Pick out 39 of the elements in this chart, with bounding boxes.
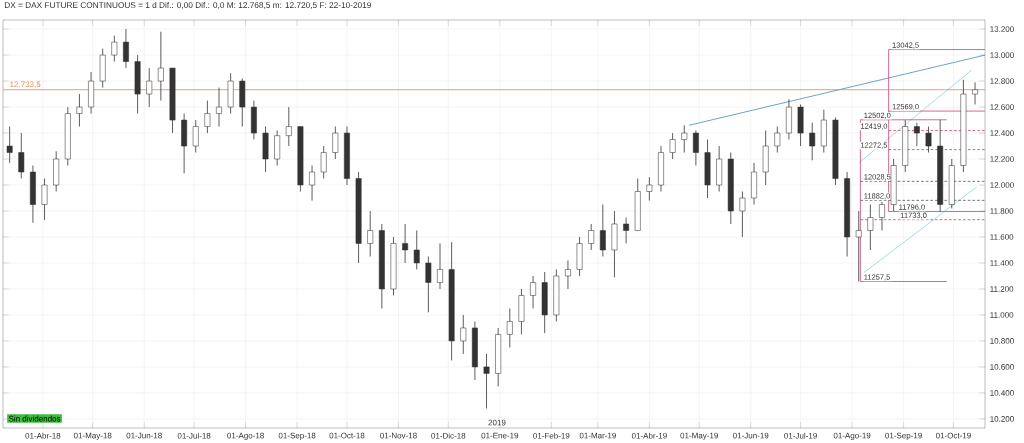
x-tick-label: 01-Ago-19 (833, 432, 871, 440)
x-tick-label: 01-Sep-19 (885, 432, 922, 440)
y-tick-label: 12.400 (990, 130, 1014, 136)
y-tick-label: 10.800 (990, 338, 1014, 344)
x-tick-label: 01-Jul-18 (177, 432, 211, 439)
y-tick-label: 11.400 (990, 260, 1014, 266)
y-tick-label: 12.000 (990, 182, 1014, 188)
x-tick-label: 01-Jun-19 (733, 432, 769, 439)
x-tick-label: 01-Ene-19 (481, 432, 519, 439)
x-tick-label: 01-Dic-18 (431, 432, 466, 439)
y-tick-label: 11.800 (990, 208, 1014, 214)
x-tick-label: 01-Abr-18 (25, 432, 61, 439)
x-tick-label: 01-Nov-18 (380, 432, 417, 439)
y-tick-label: 12.600 (990, 104, 1014, 110)
x-tick-label: 01-Ago-18 (227, 432, 264, 440)
x-tick-label: 01-Oct-18 (329, 432, 365, 439)
y-tick-label: 11.000 (990, 312, 1014, 318)
x-tick-label: 01-Oct-19 (935, 432, 971, 439)
x-tick-label: 01-May-18 (73, 432, 112, 440)
x-tick-label: 01-Mar-19 (579, 432, 616, 439)
x-tick-label: 01-Jun-18 (126, 432, 162, 439)
x-tick-label: 01-Jul-19 (784, 432, 817, 439)
ref-line-label: 12.733,5 (10, 81, 41, 89)
x-tick-label: 01-Sep-18 (278, 432, 316, 440)
annotation: 2019 (488, 419, 506, 426)
x-tick-label: 01-Abr-19 (631, 432, 667, 439)
y-tick-label: 13.200 (990, 26, 1014, 32)
x-tick-label: 01-Feb-19 (533, 432, 570, 439)
annotation: Sin dividendos (8, 415, 61, 422)
y-tick-label: 10.400 (990, 390, 1014, 396)
y-tick-label: 10.200 (990, 416, 1014, 422)
y-tick-label: 11.200 (990, 286, 1014, 292)
y-tick-label: 11.600 (990, 234, 1014, 240)
y-tick-label: 13.000 (990, 52, 1014, 58)
chart-title: DX = DAX FUTURE CONTINUOUS = 1 d Dif.: 0,00 Dif.: 0,0 M: 12.768,5 m: 12.720,5 F: 22-10-2019 (4, 1, 371, 9)
y-tick-label: 12.200 (990, 156, 1014, 162)
y-tick-label: 10.600 (990, 364, 1014, 370)
y-tick-label: 12.800 (990, 78, 1014, 84)
x-tick-label: 01-May-19 (680, 432, 718, 440)
